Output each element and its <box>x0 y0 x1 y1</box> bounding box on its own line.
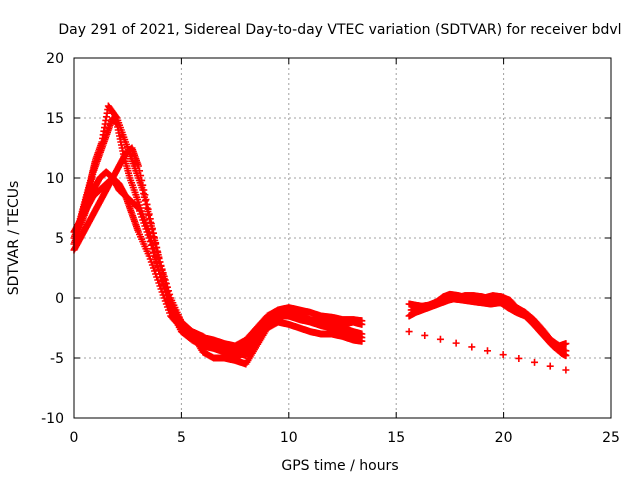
data-point <box>146 215 154 223</box>
y-tick-label: 10 <box>46 171 64 187</box>
y-axis-label: SDTVAR / TECUs <box>6 181 22 296</box>
data-point <box>159 269 167 277</box>
data-point <box>166 290 174 298</box>
x-tick-label: 25 <box>602 430 620 446</box>
data-point <box>153 259 161 267</box>
data-point <box>452 339 460 347</box>
data-point <box>405 328 413 336</box>
data-point <box>140 190 148 198</box>
data-point <box>163 283 171 291</box>
data-point <box>146 218 154 226</box>
data-point <box>515 354 523 362</box>
data-point <box>151 236 159 244</box>
data-points <box>70 102 570 374</box>
data-point <box>499 351 507 359</box>
data-point <box>156 258 164 266</box>
data-point <box>358 317 366 325</box>
data-point <box>147 222 155 230</box>
chart-title: Day 291 of 2021, Sidereal Day-to-day VTE… <box>58 22 621 38</box>
y-tick-label: 15 <box>46 111 64 127</box>
data-point <box>158 265 166 273</box>
data-point <box>139 186 147 194</box>
data-point <box>483 347 491 355</box>
data-point <box>421 331 429 339</box>
data-point <box>148 226 156 234</box>
data-point <box>436 335 444 343</box>
data-point <box>153 247 161 255</box>
y-tick-label: 5 <box>55 231 64 247</box>
data-point <box>143 204 151 212</box>
data-point <box>155 254 163 262</box>
data-point <box>160 272 168 280</box>
x-tick-label: 0 <box>70 430 79 446</box>
data-point <box>144 208 152 216</box>
data-point <box>150 233 158 241</box>
series-outliers <box>405 328 570 374</box>
data-point <box>152 244 160 252</box>
data-point <box>165 287 173 295</box>
data-point <box>148 245 156 253</box>
data-point <box>142 200 150 208</box>
data-point <box>152 240 160 248</box>
series-track-e <box>74 102 366 368</box>
data-point <box>147 241 155 249</box>
data-point <box>157 262 165 270</box>
data-point <box>358 334 366 342</box>
data-point <box>146 238 154 246</box>
data-point <box>145 211 153 219</box>
x-tick-label: 15 <box>387 430 405 446</box>
data-point <box>154 251 162 259</box>
data-point <box>562 340 570 348</box>
data-point <box>562 366 570 374</box>
data-point <box>140 193 148 201</box>
y-tick-label: 0 <box>55 291 64 307</box>
data-point <box>112 113 120 121</box>
data-point <box>562 352 570 360</box>
x-tick-label: 5 <box>177 430 186 446</box>
plot-frame <box>73 57 612 419</box>
data-point <box>546 362 554 370</box>
data-point <box>141 197 149 205</box>
data-point <box>468 343 476 351</box>
data-point <box>149 229 157 237</box>
y-tick-label: 20 <box>46 51 64 67</box>
x-axis-label: GPS time / hours <box>281 458 398 474</box>
axis-ticks: 0 5 10 15 20 25 -10 -5 0 5 10 15 20 <box>41 51 620 446</box>
data-point <box>161 276 169 284</box>
series-track-h <box>407 290 570 360</box>
data-point <box>531 358 539 366</box>
data-point <box>162 280 170 288</box>
y-tick-label: -10 <box>41 411 64 427</box>
y-tick-label: -5 <box>50 351 64 367</box>
x-tick-label: 10 <box>280 430 298 446</box>
x-tick-label: 20 <box>495 430 513 446</box>
